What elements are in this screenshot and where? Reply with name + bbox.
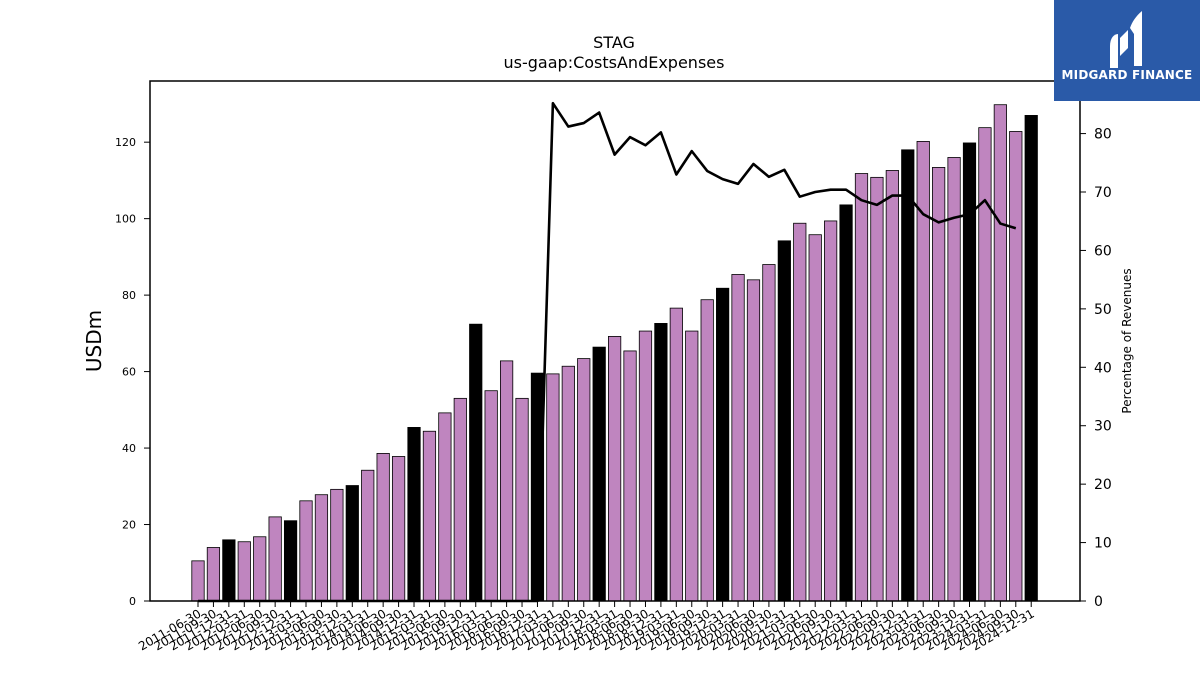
- bar-2021-09-30: [824, 220, 838, 602]
- bar-2021-06-30: [808, 234, 822, 602]
- bar-2017-06-30: [561, 365, 575, 602]
- bar-2023-09-30: [947, 157, 961, 602]
- bar-2011-12-31: [222, 539, 236, 602]
- bar-2014-09-30: [391, 456, 406, 602]
- y-tick-label-120: 120: [115, 136, 136, 149]
- bar-2016-03-31: [484, 390, 498, 602]
- bar-2022-12-31: [901, 149, 915, 602]
- y2-tick-label-80: 80: [1094, 127, 1112, 143]
- bar-2013-06-30: [314, 494, 329, 602]
- y2-tick-label-60: 60: [1094, 243, 1112, 259]
- bar-2021-12-31: [839, 204, 853, 602]
- bar-2020-09-30: [762, 264, 776, 602]
- bar-2017-03-31: [546, 373, 560, 602]
- bar-2023-06-30: [932, 167, 946, 602]
- bar-2011-09-30: [206, 547, 221, 602]
- bar-2024-06-30: [993, 104, 1007, 602]
- bar-2019-12-31: [716, 287, 730, 602]
- bar-2011-06-30: [191, 560, 205, 602]
- y-axis-label: USDm: [82, 310, 106, 372]
- y2-tick-label-50: 50: [1094, 302, 1112, 318]
- bar-2012-06-30: [253, 536, 267, 602]
- y2-tick-label-40: 40: [1094, 360, 1112, 376]
- y2-tick-label-20: 20: [1094, 477, 1112, 493]
- y-tick-label-20: 20: [122, 519, 136, 532]
- bar-2022-06-30: [870, 176, 884, 602]
- bar-2015-12-31: [469, 323, 483, 602]
- y-tick-label-100: 100: [115, 213, 136, 226]
- bar-2020-06-30: [746, 279, 761, 602]
- bar-2016-06-30: [499, 360, 514, 602]
- bar-2020-12-31: [777, 240, 791, 602]
- y-tick-label-60: 60: [122, 366, 136, 379]
- y2-tick-label-70: 70: [1094, 185, 1112, 201]
- bar-2024-12-31: [1024, 115, 1038, 602]
- y-tick-label-0: 0: [129, 595, 136, 608]
- bar-2015-03-31: [422, 430, 437, 602]
- bar-2018-03-31: [608, 336, 622, 602]
- bar-2014-06-30: [376, 453, 390, 602]
- bar-2017-09-30: [577, 358, 591, 602]
- axes-layer: 020406080100120010203040506070802011-06-…: [115, 127, 1112, 654]
- bar-2013-03-31: [299, 500, 313, 602]
- bars-layer: [191, 104, 1038, 602]
- bar-2018-06-30: [623, 350, 637, 602]
- bar-2020-03-31: [731, 274, 745, 602]
- y2-axis-label: Percentage of Revenues: [1120, 268, 1134, 413]
- bar-2024-09-30: [1009, 131, 1023, 602]
- bar-2014-03-31: [361, 469, 375, 602]
- bar-2018-09-30: [638, 330, 653, 602]
- logo-text: MIDGARD FINANCE: [1061, 68, 1193, 82]
- bar-2019-03-31: [669, 307, 683, 602]
- bar-2017-12-31: [592, 346, 606, 602]
- bar-2012-12-31: [283, 520, 298, 602]
- bar-2013-09-30: [330, 488, 344, 602]
- y2-tick-label-30: 30: [1094, 419, 1112, 435]
- bar-2024-03-31: [978, 127, 992, 602]
- bar-2012-09-30: [268, 516, 282, 602]
- y-tick-label-40: 40: [122, 442, 136, 455]
- logo-mark-icon: [1110, 11, 1142, 68]
- bar-2013-12-31: [345, 485, 359, 602]
- bar-2014-12-31: [407, 427, 421, 602]
- bar-2022-03-31: [854, 173, 869, 602]
- bar-2019-06-30: [685, 330, 699, 602]
- bar-2015-06-30: [438, 412, 452, 602]
- chart-subtitle: us-gaap:CostsAndExpenses: [504, 53, 725, 72]
- bar-2021-03-31: [793, 222, 807, 602]
- y-tick-label-80: 80: [122, 289, 136, 302]
- bar-2019-09-30: [700, 299, 714, 602]
- bar-2012-03-31: [237, 541, 251, 602]
- midgard-finance-logo: MIDGARD FINANCE: [1054, 0, 1200, 101]
- bar-2022-09-30: [885, 170, 899, 602]
- bar-2016-09-30: [515, 397, 529, 602]
- bar-2015-09-30: [453, 397, 467, 602]
- y2-tick-label-0: 0: [1094, 594, 1103, 610]
- bar-2018-12-31: [654, 323, 668, 602]
- chart-title: STAG: [593, 33, 635, 52]
- y2-tick-label-10: 10: [1094, 536, 1112, 552]
